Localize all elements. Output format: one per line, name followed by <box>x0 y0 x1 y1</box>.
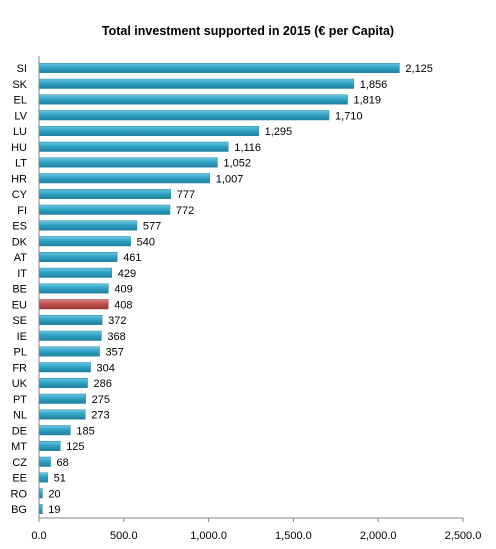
value-label-hr: 1,007 <box>216 173 244 185</box>
category-label-mt: MT <box>11 441 27 453</box>
bar-lu <box>38 126 259 136</box>
value-label-fr: 304 <box>97 362 115 374</box>
category-label-ie: IE <box>17 331 27 343</box>
x-tick-label: 1,000.0 <box>190 530 227 542</box>
bar-de <box>38 425 71 436</box>
category-label-es: ES <box>12 221 27 233</box>
category-label-pt: PT <box>13 394 27 406</box>
category-labels-group: SI SK EL LV LU HU LT HR CY FI ES DK AT IT BE EU SE IE PL FR… <box>11 63 28 516</box>
bar-fr <box>38 362 91 373</box>
bar-hr <box>38 173 211 184</box>
category-label-se: SE <box>12 315 27 327</box>
category-label-el: EL <box>14 95 27 107</box>
bar-lt <box>38 157 218 168</box>
bar-ro <box>38 488 43 499</box>
value-label-eu: 408 <box>114 299 132 311</box>
category-label-lt: LT <box>15 158 27 170</box>
category-label-be: BE <box>12 284 27 296</box>
bar-hu <box>38 141 229 152</box>
bar-dk <box>38 236 131 247</box>
x-tick-label: 0.0 <box>31 530 46 542</box>
bars-group <box>38 63 400 514</box>
category-label-cy: CY <box>12 189 28 201</box>
bar-pl <box>38 346 100 357</box>
x-tick-label: 2,500.0 <box>445 530 482 542</box>
value-labels-group: 2,125 1,856 1,819 1,710 1,295 1,116 1,052 1,007… <box>48 63 433 516</box>
value-label-lv: 1,710 <box>335 110 363 122</box>
bar-uk <box>38 378 88 388</box>
x-axis: 0.0 500.0 1,000.0 1,500.0 2,000.0 2,500.0 <box>31 56 481 542</box>
bar-si <box>38 63 400 73</box>
bar-mt <box>38 441 61 451</box>
value-label-mt: 125 <box>66 441 84 453</box>
value-label-at: 461 <box>123 252 141 264</box>
category-label-cz: CZ <box>12 457 27 469</box>
category-label-hu: HU <box>11 142 27 154</box>
bar-sk <box>38 78 355 89</box>
value-label-si: 2,125 <box>405 63 433 75</box>
bar-se <box>38 315 103 325</box>
category-label-de: DE <box>12 425 27 437</box>
category-label-bg: BG <box>11 504 27 516</box>
category-label-ee: EE <box>12 473 27 485</box>
value-label-nl: 273 <box>91 410 109 422</box>
category-label-eu: EU <box>12 299 27 311</box>
value-label-pl: 357 <box>106 347 124 359</box>
value-label-cy: 777 <box>177 189 195 201</box>
bar-es <box>38 220 138 231</box>
category-label-hr: HR <box>11 173 27 185</box>
value-label-sk: 1,856 <box>360 79 388 91</box>
bar-fi <box>38 204 171 215</box>
category-label-lu: LU <box>13 126 27 138</box>
x-tick-label: 500.0 <box>110 530 138 542</box>
category-label-at: AT <box>14 252 28 264</box>
value-label-se: 372 <box>108 315 126 327</box>
bar-pt <box>38 393 86 404</box>
category-label-si: SI <box>17 63 27 75</box>
bar-it <box>38 267 113 278</box>
category-label-sk: SK <box>12 79 27 91</box>
value-label-ee: 51 <box>54 473 66 485</box>
value-label-it: 429 <box>118 268 136 280</box>
x-tick-label: 2,000.0 <box>360 530 397 542</box>
bar-ie <box>38 330 102 341</box>
bar-cy <box>38 189 172 199</box>
category-label-fi: FI <box>17 205 27 217</box>
category-label-dk: DK <box>12 236 28 248</box>
value-label-uk: 286 <box>94 378 112 390</box>
value-label-lt: 1,052 <box>223 158 251 170</box>
value-label-fi: 772 <box>176 205 194 217</box>
category-label-uk: UK <box>12 378 28 390</box>
value-label-pt: 275 <box>92 394 110 406</box>
bar-lv <box>38 110 330 121</box>
value-label-hu: 1,116 <box>234 142 261 154</box>
bar-be <box>38 283 109 294</box>
value-label-ie: 368 <box>107 331 125 343</box>
value-label-bg: 19 <box>48 504 60 516</box>
value-label-es: 577 <box>143 221 161 233</box>
value-label-de: 185 <box>76 425 94 437</box>
category-label-lv: LV <box>14 110 27 122</box>
bar-el <box>38 94 348 105</box>
category-label-it: IT <box>17 268 27 280</box>
value-label-dk: 540 <box>137 236 155 248</box>
value-label-cz: 68 <box>57 457 69 469</box>
category-label-fr: FR <box>12 362 27 374</box>
category-label-nl: NL <box>13 410 27 422</box>
bar-nl <box>38 409 86 420</box>
value-label-lu: 1,295 <box>265 126 293 138</box>
bar-at <box>38 252 118 262</box>
x-tick-label: 1,500.0 <box>275 530 312 542</box>
value-label-el: 1,819 <box>354 95 382 107</box>
category-label-pl: PL <box>14 347 27 359</box>
chart-title: Total investment supported in 2015 (€ pe… <box>101 24 395 38</box>
value-label-ro: 20 <box>48 488 60 500</box>
category-label-ro: RO <box>11 488 28 500</box>
bar-eu <box>38 299 109 310</box>
value-label-be: 409 <box>114 284 132 296</box>
bar-ee <box>38 472 48 483</box>
bar-cz <box>38 456 51 467</box>
